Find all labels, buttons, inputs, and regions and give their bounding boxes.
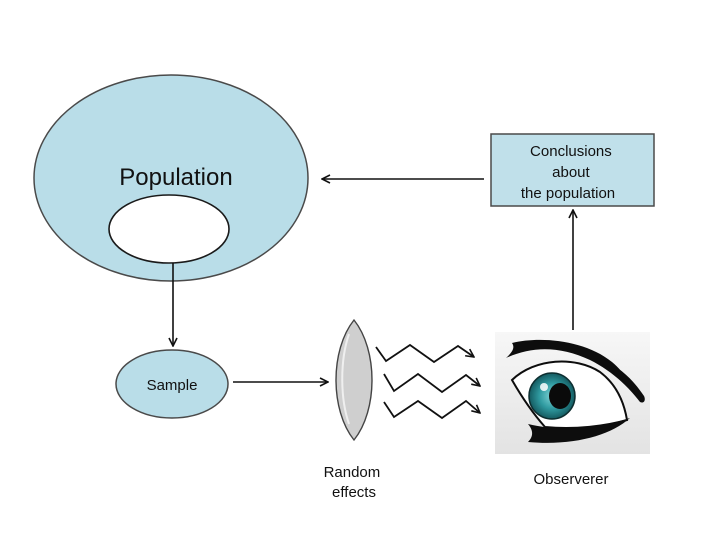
conclusions-line-3: the population: [521, 185, 615, 202]
conclusions-label: Conclusions about the population: [521, 143, 616, 202]
random-effects-line-1: Random: [324, 464, 381, 481]
sample-ellipse: [115, 349, 229, 419]
lens-icon: [335, 318, 373, 442]
population-inner-sample-ellipse: [108, 194, 230, 264]
sample-label: Sample: [147, 377, 198, 394]
wave-bottom: [383, 399, 480, 420]
conclusions-box: [490, 133, 655, 207]
population-ellipse: [33, 74, 309, 282]
random-effects-label: Random effects: [324, 464, 385, 501]
zigzag-wave-icon: [375, 343, 480, 420]
wave-middle: [383, 372, 480, 394]
conclusions-line-1: Conclusions: [530, 143, 612, 160]
population-node: Population: [33, 74, 309, 282]
wave-top: [375, 343, 474, 364]
sample-node: Sample: [115, 349, 229, 419]
conclusions-node: Conclusions about the population: [490, 133, 655, 207]
eye-icon: [495, 332, 650, 454]
observer-label: Observerer: [533, 471, 608, 488]
population-label: Population: [119, 164, 232, 191]
conclusions-line-2: about: [552, 164, 590, 181]
random-effects-line-2: effects: [332, 484, 376, 501]
